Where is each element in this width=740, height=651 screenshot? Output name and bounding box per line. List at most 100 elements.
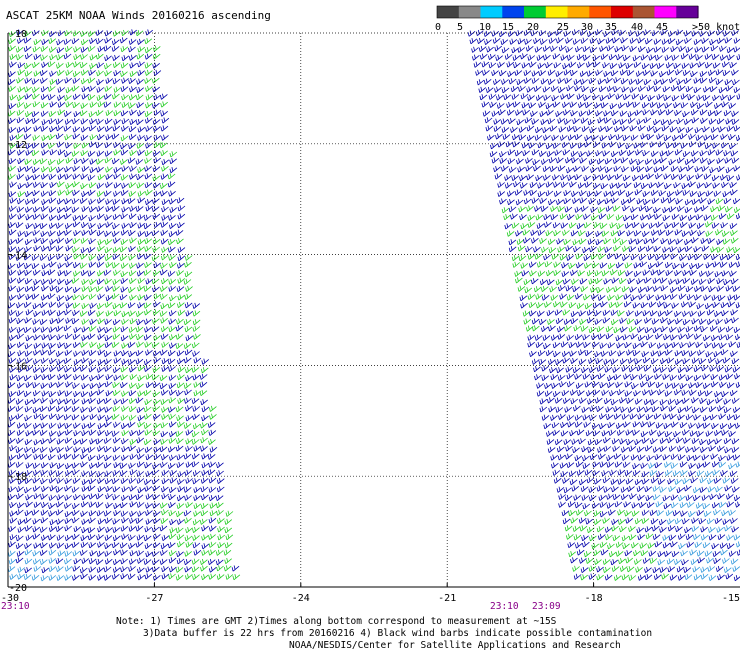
wind-barb	[680, 462, 687, 468]
wind-barb	[145, 231, 152, 237]
wind-barb	[105, 407, 112, 413]
wind-barb	[502, 207, 509, 213]
wind-barb	[681, 102, 688, 108]
wind-barb	[542, 366, 549, 372]
wind-barb	[33, 534, 40, 540]
wind-barb	[669, 159, 676, 165]
wind-barb	[637, 166, 644, 172]
wind-barb	[170, 158, 177, 164]
wind-barb	[634, 62, 641, 68]
wind-barb	[89, 286, 96, 292]
wind-barb	[178, 247, 185, 253]
wind-barb	[89, 238, 96, 244]
wind-barb	[82, 423, 89, 429]
wind-barb	[670, 541, 677, 547]
wind-barb	[671, 463, 678, 469]
wind-barb	[113, 438, 120, 444]
wind-barb	[114, 399, 121, 405]
wind-barb	[622, 366, 629, 372]
wind-barb	[661, 285, 668, 291]
wind-barb	[105, 342, 112, 348]
wind-barb	[540, 111, 547, 117]
wind-barb	[177, 551, 184, 557]
wind-barb	[25, 406, 32, 412]
wind-barb	[722, 510, 729, 516]
wind-barb	[629, 246, 636, 252]
wind-barb	[500, 199, 507, 205]
wind-barb	[154, 294, 161, 300]
wind-barb	[690, 311, 697, 317]
wind-barb	[553, 102, 560, 108]
wind-barb	[559, 494, 566, 500]
wind-barb	[571, 557, 578, 563]
wind-barb	[594, 519, 601, 525]
wind-barb	[733, 79, 740, 85]
wind-barb	[40, 559, 47, 565]
wind-barb	[130, 501, 137, 507]
wind-barb	[651, 110, 658, 116]
wind-barb	[104, 455, 111, 461]
wind-barb	[686, 165, 693, 171]
wind-barb	[144, 406, 151, 412]
wind-barb	[606, 414, 613, 420]
wind-barb	[609, 54, 616, 60]
wind-barb	[201, 399, 208, 405]
wind-barb	[595, 191, 602, 197]
wind-barb	[571, 191, 578, 197]
wind-barb	[558, 78, 565, 84]
wind-barb	[88, 527, 95, 533]
wind-barb	[57, 54, 64, 60]
wind-barb	[589, 535, 596, 541]
wind-barb	[168, 447, 175, 453]
wind-barb	[56, 351, 63, 357]
wind-barb	[658, 301, 665, 307]
wind-barb	[105, 239, 112, 245]
wind-barb	[193, 303, 200, 309]
wind-barb	[672, 214, 679, 220]
wind-barb	[666, 109, 673, 115]
wind-barb	[650, 510, 657, 516]
wind-barb	[708, 110, 715, 116]
wind-barb	[668, 38, 675, 44]
wind-barb	[653, 327, 660, 333]
wind-barb	[618, 230, 625, 236]
wind-barb	[657, 182, 664, 188]
wind-barb	[18, 567, 25, 573]
wind-barb	[697, 463, 704, 469]
wind-barb	[659, 519, 666, 525]
wind-barb	[589, 159, 596, 165]
wind-barb	[66, 382, 73, 388]
wind-barb	[694, 366, 701, 372]
wind-barb	[693, 534, 700, 540]
wind-barb	[549, 406, 556, 412]
wind-barb	[635, 319, 642, 325]
wind-barb	[33, 398, 40, 404]
wind-barb	[90, 414, 97, 420]
wind-barb	[654, 47, 661, 53]
wind-barb	[690, 191, 697, 197]
wind-barb	[704, 174, 711, 180]
wind-barb	[696, 214, 703, 220]
wind-barb	[719, 213, 726, 219]
wind-barb	[9, 335, 16, 341]
wind-barb	[121, 374, 128, 380]
wind-barb	[604, 398, 611, 404]
wind-barb	[540, 399, 547, 405]
wind-barb	[565, 207, 572, 213]
wind-barb	[137, 319, 144, 325]
wind-barb	[617, 430, 624, 436]
wind-barb	[169, 326, 176, 332]
wind-barb	[178, 214, 185, 220]
wind-barb	[558, 87, 565, 93]
wind-barb	[184, 487, 191, 493]
wind-barb	[587, 390, 594, 396]
wind-barb	[524, 190, 531, 196]
wind-barb	[114, 422, 121, 428]
wind-barb	[729, 103, 736, 109]
wind-barb	[611, 399, 618, 405]
wind-barb	[685, 199, 692, 205]
wind-barb	[66, 318, 73, 324]
wind-barb	[568, 175, 575, 181]
wind-barb	[154, 454, 161, 460]
wind-barb	[105, 279, 112, 285]
